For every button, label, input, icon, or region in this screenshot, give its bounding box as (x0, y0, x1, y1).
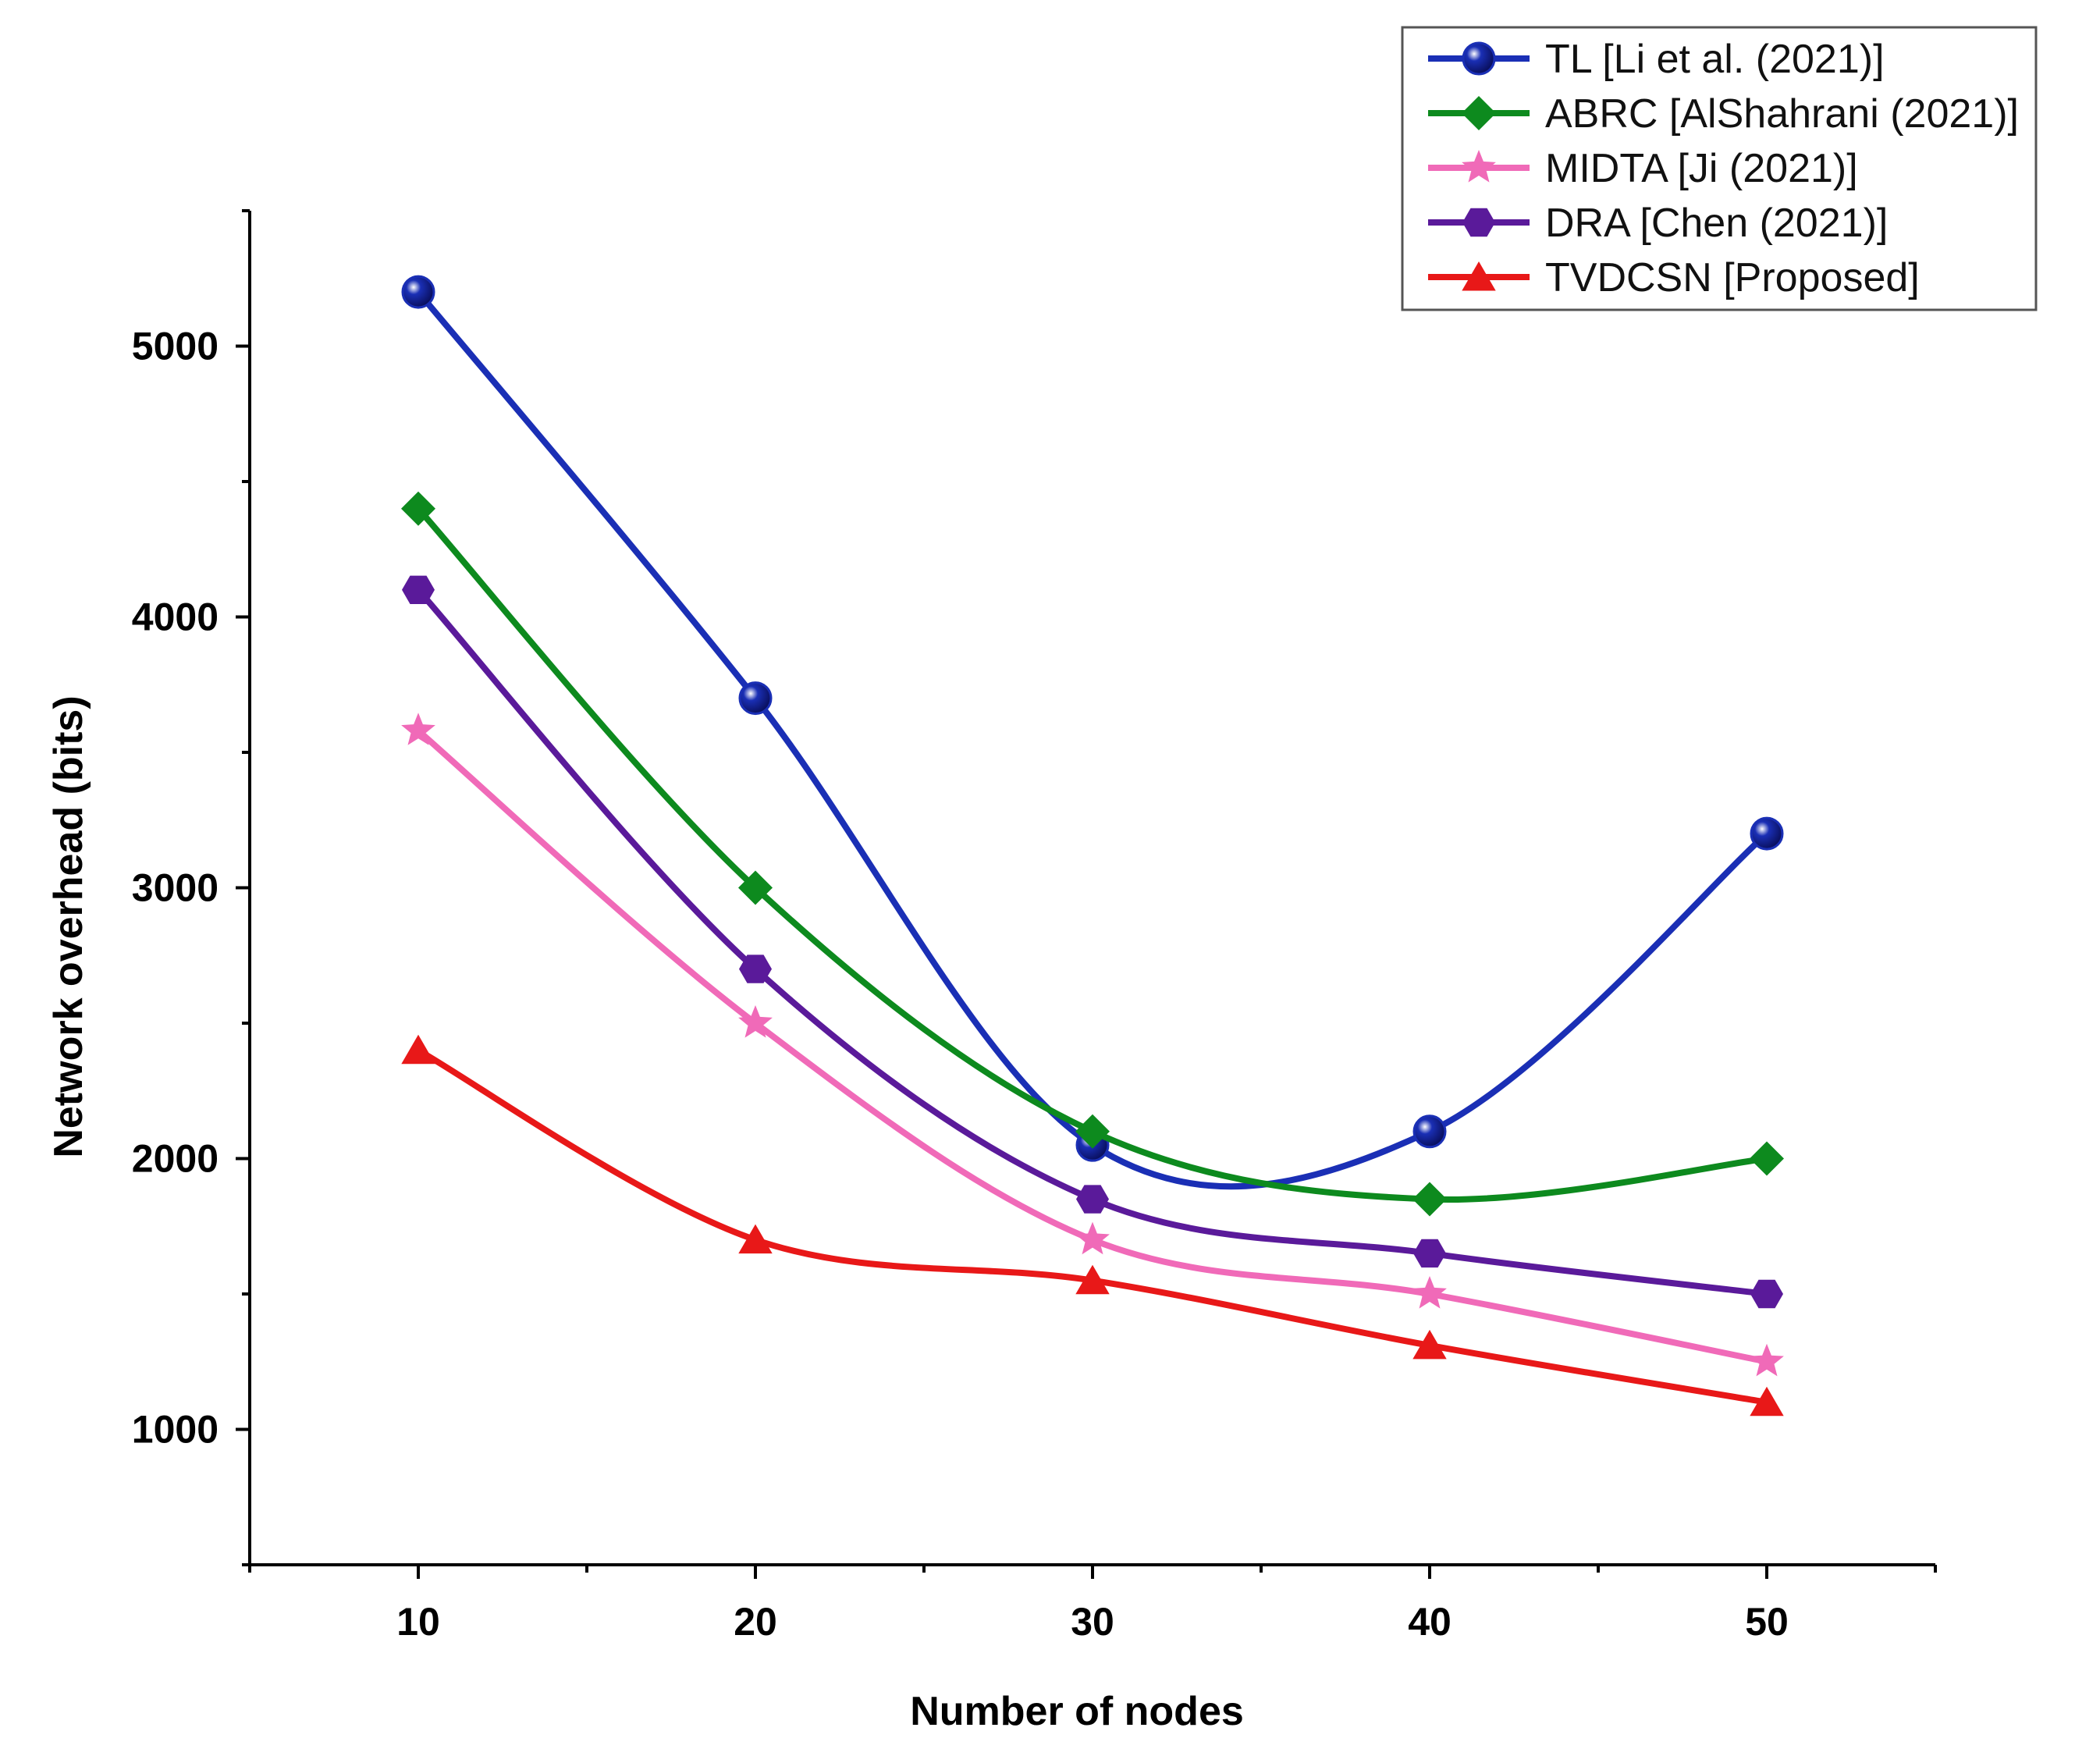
data-point (1412, 1276, 1447, 1309)
data-point (401, 491, 435, 526)
data-point (401, 1034, 435, 1065)
y-tick-label: 3000 (132, 866, 219, 910)
x-tick-label: 40 (1408, 1600, 1452, 1644)
data-point (1075, 1221, 1110, 1255)
legend-label: ABRC [AlShahrani (2021)] (1545, 91, 2019, 137)
legend-marker (1462, 41, 1496, 76)
series-4 (401, 1034, 1784, 1417)
y-tick-label: 5000 (132, 325, 219, 368)
legend-marker (1462, 96, 1496, 130)
legend-marker (1462, 208, 1495, 237)
data-point (738, 1224, 773, 1254)
y-axis-title: Network overhead (bits) (46, 695, 91, 1157)
axes: 1000 2000 3000 4000 5000 10 20 30 40 50 Number of … (46, 209, 1937, 1734)
data-point (1412, 1182, 1447, 1217)
data-point (1750, 1343, 1784, 1377)
series-1 (401, 491, 1784, 1217)
legend-label: TL [Li et al. (2021)] (1545, 37, 1885, 82)
x-axis-title: Number of nodes (910, 1689, 1244, 1734)
data-point (1412, 1114, 1447, 1149)
data-point (1076, 1185, 1109, 1214)
series-line (415, 289, 1770, 1190)
x-tick-label: 50 (1745, 1600, 1789, 1644)
data-point (738, 681, 773, 716)
data-point (1075, 1114, 1110, 1149)
legend-item: ABRC [AlShahrani (2021)] (1428, 91, 2019, 137)
legend: TL [Li et al. (2021)] ABRC [AlShahrani (2… (1401, 26, 2038, 311)
legend-label: DRA [Chen (2021)] (1545, 201, 1888, 246)
y-tick-label: 1000 (132, 1408, 219, 1452)
series-2 (401, 713, 1784, 1377)
legend-item: TL [Li et al. (2021)] (1428, 37, 1885, 82)
data-point (1413, 1239, 1446, 1268)
legend-item: MIDTA [Ji (2021)] (1428, 146, 1858, 191)
data-point (738, 1005, 773, 1038)
series-line (415, 505, 1770, 1203)
data-point (1750, 816, 1784, 851)
legend-marker (1462, 261, 1496, 291)
data-point (401, 275, 435, 309)
data-point (1750, 1386, 1784, 1417)
series-line (415, 727, 1770, 1365)
data-point (1750, 1279, 1783, 1309)
legend-label: TVDCSN [Proposed] (1545, 255, 1920, 300)
series-line (415, 586, 1770, 1297)
y-tick-label: 2000 (132, 1137, 219, 1181)
data-point (402, 575, 435, 604)
x-tick-label: 10 (396, 1600, 440, 1644)
plot-area (401, 275, 1784, 1417)
data-point (1750, 1141, 1784, 1176)
legend-item: TVDCSN [Proposed] (1428, 255, 1920, 300)
data-point (1075, 1264, 1110, 1295)
legend-item: DRA [Chen (2021)] (1428, 201, 1888, 246)
data-point (739, 954, 772, 983)
data-point (401, 713, 435, 745)
data-point (1412, 1329, 1447, 1360)
data-point (738, 870, 773, 905)
y-tick-label: 4000 (132, 595, 219, 639)
x-tick-label: 30 (1071, 1600, 1114, 1644)
x-tick-label: 20 (734, 1600, 777, 1644)
legend-marker (1462, 150, 1496, 183)
legend-label: MIDTA [Ji (2021)] (1545, 146, 1858, 191)
series-3 (402, 575, 1783, 1309)
